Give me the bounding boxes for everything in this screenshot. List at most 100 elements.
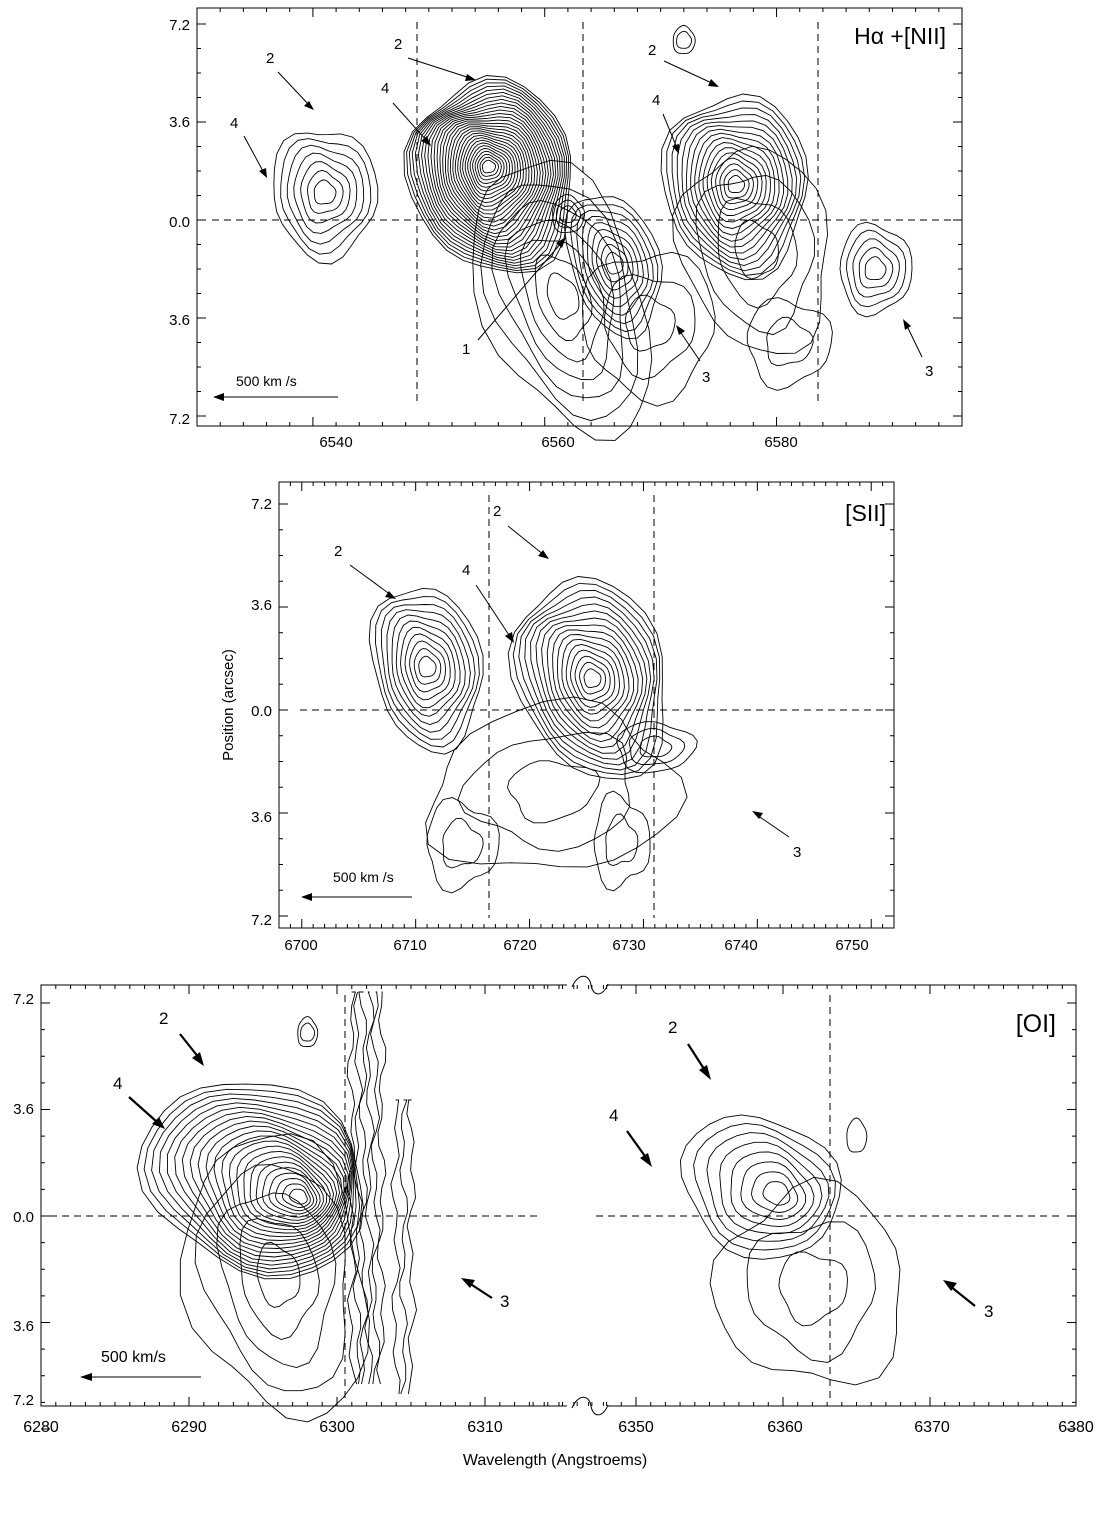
contour-level <box>300 1022 316 1042</box>
contour-streak <box>370 991 381 1385</box>
contour-level <box>706 147 767 223</box>
contour-level <box>216 1192 337 1368</box>
contour-level <box>408 82 567 269</box>
contour-level <box>552 193 586 234</box>
panel-sii-velocity-bar: 500 km /s <box>301 869 412 901</box>
contour-level <box>600 243 629 283</box>
annotation-arrow <box>392 102 428 142</box>
contour-level <box>411 85 565 267</box>
panel-oi-ytick: 7.2 <box>13 991 34 1008</box>
contour-level <box>391 614 466 725</box>
contour-level <box>289 1188 308 1205</box>
contour-level <box>472 148 508 188</box>
contour-level <box>534 254 593 341</box>
annotation-arrowhead <box>676 325 685 335</box>
contour-level <box>717 197 798 309</box>
contour-level <box>452 128 530 219</box>
contour-level <box>221 1135 340 1238</box>
panel-halpha-ticks <box>197 8 962 426</box>
axis-break-bottom <box>571 1396 609 1416</box>
annotation-arrow <box>128 1096 158 1123</box>
panel-halpha-ytick-labels: 7.2 3.6 0.0 3.6 7.2 <box>169 17 190 428</box>
contour-level <box>565 644 621 715</box>
annotation-arrow <box>687 1043 707 1073</box>
velocity-bar-arrowhead <box>80 1373 92 1381</box>
contour-level <box>482 159 497 174</box>
panel-halpha-contours <box>273 24 913 441</box>
panel-oi: 7.2 3.6 0.0 3.6 7.2 6280 6290 6300 6310 … <box>13 975 1094 1469</box>
contour-level <box>839 221 913 318</box>
contour-level <box>593 790 651 892</box>
contour-level <box>158 1097 354 1270</box>
velocity-bar-label: 500 km /s <box>333 869 394 885</box>
panel-halpha-ytick: 7.2 <box>169 17 190 34</box>
contour-level <box>846 229 907 308</box>
contour-level <box>864 256 887 280</box>
contour-level <box>395 620 461 717</box>
panel-sii-ytick-labels: 7.2 3.6 0.0 3.6 7.2 <box>251 496 272 929</box>
annotation-arrowhead <box>304 101 314 110</box>
annotation-arrow <box>663 60 715 85</box>
contour-level <box>546 624 639 743</box>
contour-level <box>535 610 648 754</box>
contour-level <box>695 174 815 336</box>
annotation-arrow <box>678 329 701 362</box>
panel-oi-xtick: 6300 <box>319 1419 355 1436</box>
contour-level <box>582 251 716 407</box>
panel-halpha-xtick-labels: 6540 6560 6580 <box>319 434 797 451</box>
contour-level <box>425 696 688 868</box>
contour-level <box>660 93 809 281</box>
contour-level <box>671 107 802 272</box>
annotation-arrowhead <box>259 168 267 178</box>
contour-level <box>518 590 658 771</box>
contour-level <box>727 175 746 194</box>
contour-level <box>368 587 484 755</box>
contour-level <box>409 640 446 693</box>
contour-level <box>734 219 779 280</box>
annotation-arrow <box>475 584 512 639</box>
contour-level <box>746 297 833 391</box>
contour-level <box>417 91 561 261</box>
annotation-label: 1 <box>462 341 470 358</box>
contour-level <box>719 1141 823 1235</box>
contour-level <box>512 582 661 776</box>
contour-level <box>524 596 655 766</box>
annotation-arrowhead <box>699 1065 711 1080</box>
panel-oi-contours <box>136 991 901 1423</box>
panel-halpha-xtick: 6560 <box>541 434 574 451</box>
contour-level <box>852 238 900 298</box>
annotation-label: 3 <box>702 369 710 386</box>
contour-level <box>676 114 798 266</box>
contour-streak <box>346 991 358 1385</box>
panel-sii-xtick: 6740 <box>724 937 757 954</box>
contour-level <box>268 1172 318 1215</box>
panel-oi-ytick: 3.6 <box>13 1101 34 1118</box>
contour-level <box>587 222 644 307</box>
annotation-arrowhead <box>556 237 566 248</box>
contour-level <box>194 1164 346 1392</box>
contour-level <box>581 216 649 316</box>
annotation-arrowhead <box>672 144 679 154</box>
panel-sii-xtick: 6700 <box>284 937 317 954</box>
panel-halpha-ytick: 0.0 <box>169 214 190 231</box>
panel-oi-xtick-labels: 6280 6290 6300 6310 6350 6360 6370 6380 <box>23 1419 1094 1436</box>
annotation-label: 2 <box>668 1018 677 1037</box>
contour-level <box>307 169 344 214</box>
contour-level <box>286 144 365 245</box>
annotation-label: 2 <box>266 50 274 67</box>
panel-sii-ytick: 7.2 <box>251 496 272 513</box>
contour-streak <box>358 991 369 1385</box>
contour-level <box>433 109 549 245</box>
contour-level <box>179 1133 370 1423</box>
contour-level <box>556 199 581 228</box>
contour-level <box>414 88 563 264</box>
panel-halpha-ytick: 7.2 <box>169 411 190 428</box>
contour-level <box>472 159 653 441</box>
annotation-label: 2 <box>159 1009 168 1028</box>
panel-halpha-xtick: 6580 <box>764 434 797 451</box>
contour-level <box>504 219 615 381</box>
contour-level <box>730 1151 815 1228</box>
panel-halpha-xtick: 6540 <box>319 434 352 451</box>
contour-level <box>275 1178 315 1212</box>
contour-level <box>616 721 698 774</box>
